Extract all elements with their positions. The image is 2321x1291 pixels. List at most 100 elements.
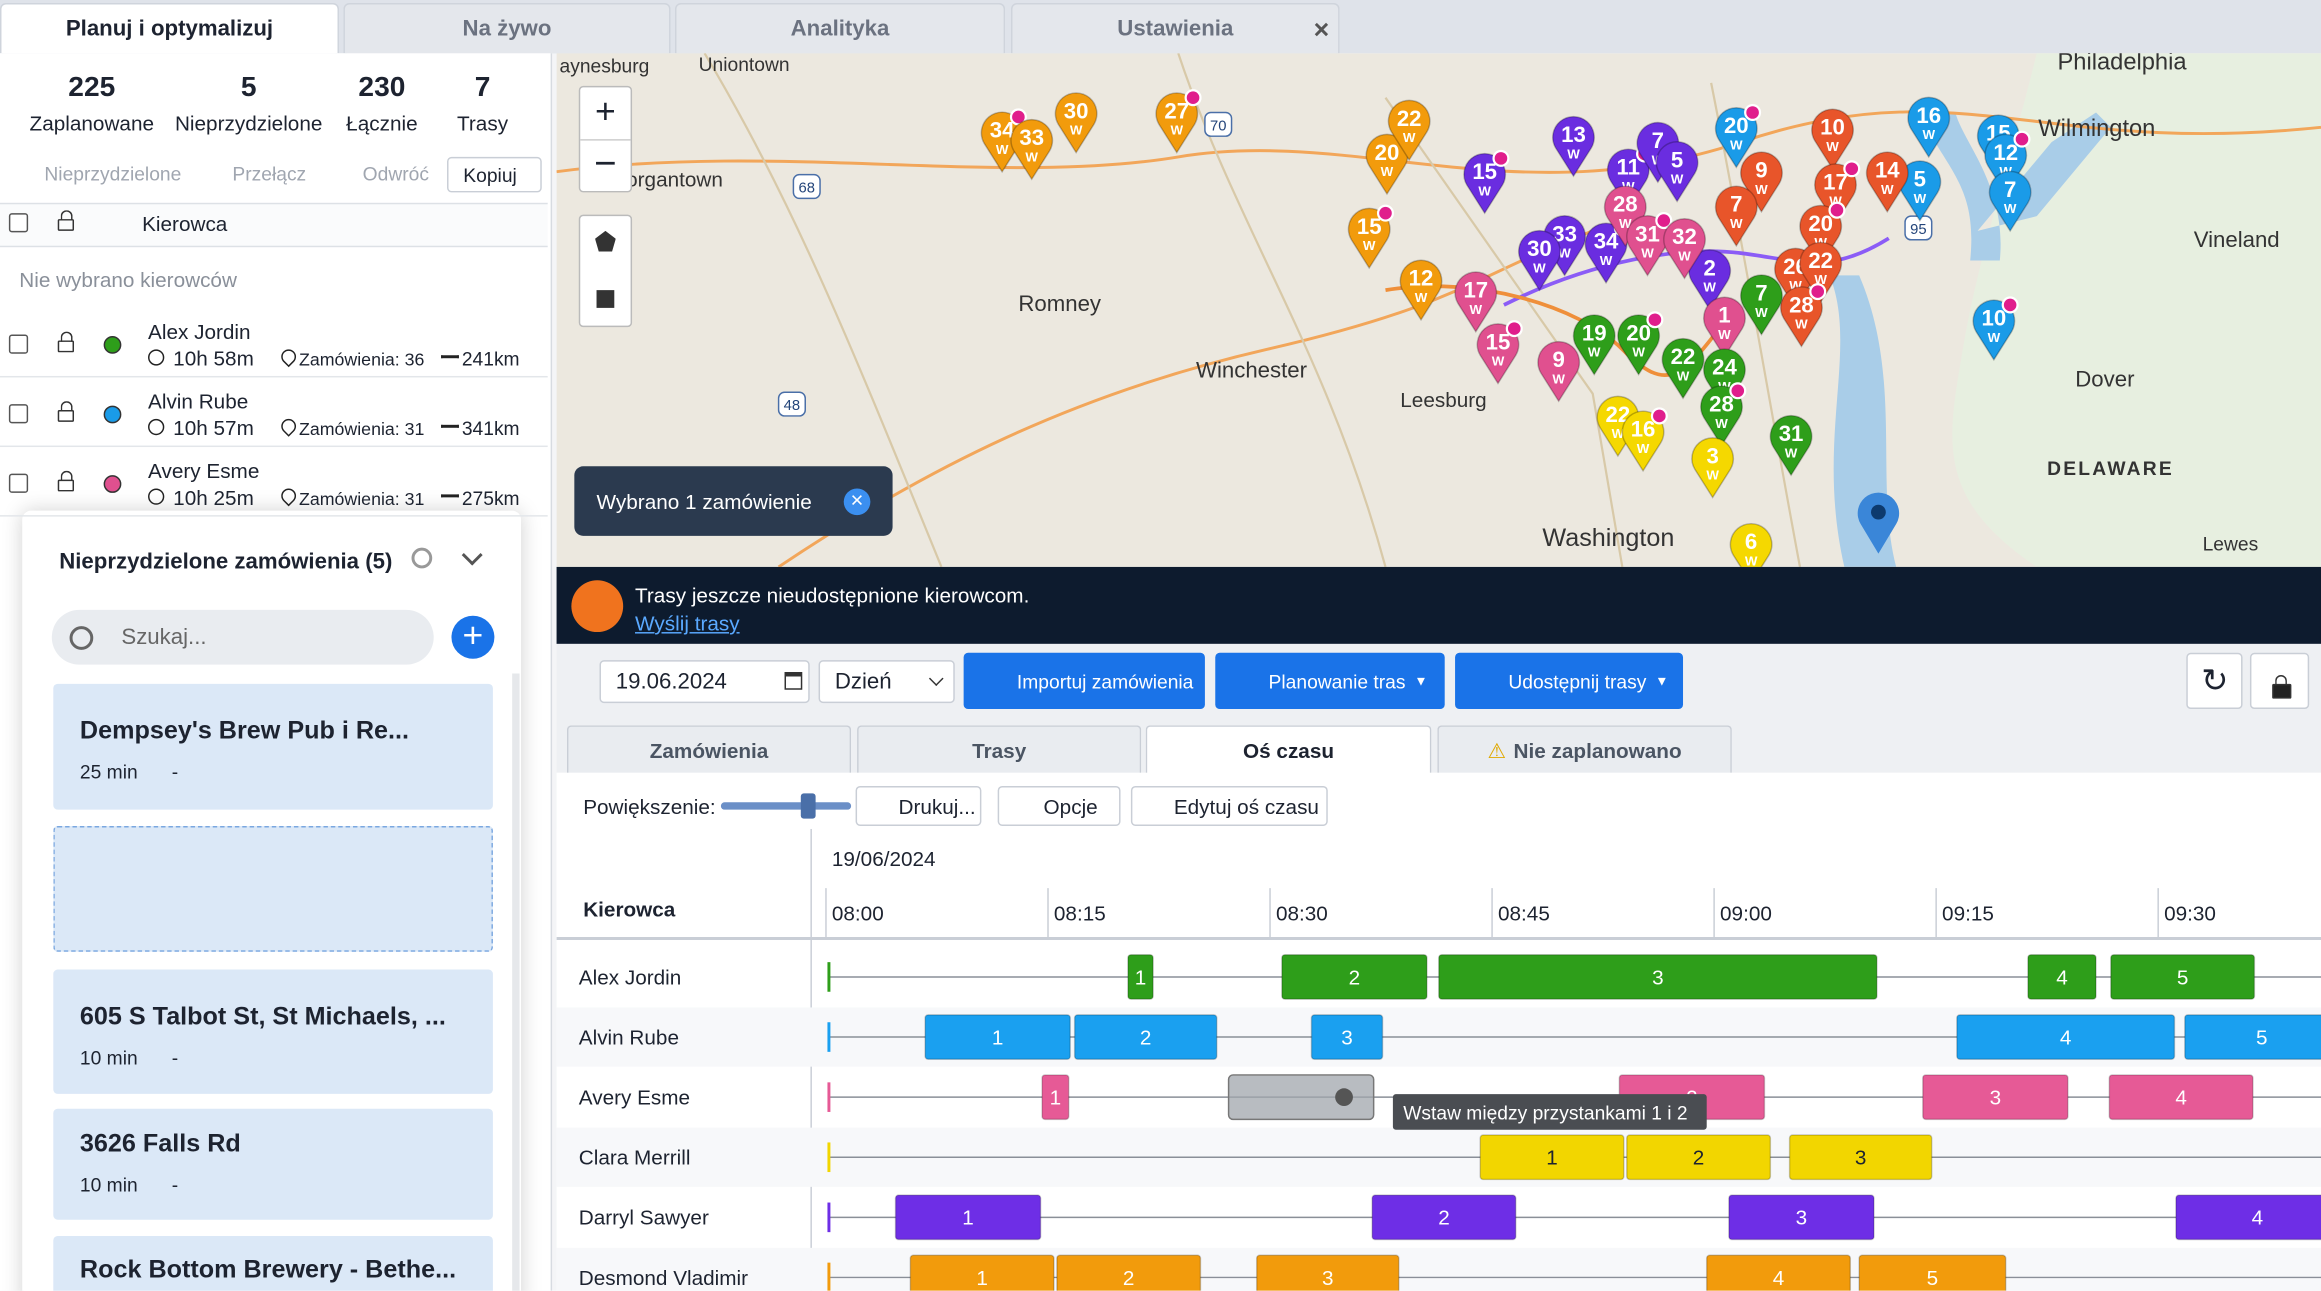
lock-button[interactable]	[2249, 652, 2310, 710]
stop-block[interactable]	[909, 1254, 1055, 1291]
map-marker[interactable]	[1603, 185, 1647, 248]
zoom-in[interactable]: +	[580, 87, 631, 141]
planning-button[interactable]: Planowanie tras ▼	[1215, 652, 1445, 710]
zoom-slider[interactable]	[720, 793, 852, 819]
map-marker[interactable]	[1972, 299, 2016, 362]
stop-block[interactable]	[1281, 954, 1428, 1000]
stop-block[interactable]	[1956, 1014, 2176, 1060]
checkbox[interactable]	[8, 213, 29, 233]
order-card[interactable]: 605 S Talbot St, St Michaels, ... 10 min -	[53, 969, 493, 1094]
map-marker[interactable]	[1621, 410, 1665, 473]
map-marker[interactable]	[1661, 337, 1705, 400]
map-marker[interactable]	[1617, 314, 1661, 376]
map-marker[interactable]	[1454, 271, 1498, 333]
stop-block[interactable]	[1788, 1134, 1933, 1181]
map-marker[interactable]	[1714, 185, 1758, 248]
stop-block[interactable]	[1127, 954, 1154, 1000]
order-card[interactable]: Rock Bottom Brewery - Bethe...	[53, 1235, 493, 1291]
polygon-tool[interactable]	[595, 230, 616, 252]
view-select[interactable]: Dzień	[818, 660, 955, 704]
edit-timeline-button[interactable]: Edytuj oś czasu	[1130, 786, 1328, 826]
slider-thumb[interactable]	[800, 793, 816, 819]
checkbox[interactable]	[8, 334, 29, 354]
stop-block[interactable]	[1922, 1074, 2069, 1121]
banner-link[interactable]: Wyślij trasy	[635, 611, 740, 636]
stop-block[interactable]	[1041, 1074, 1070, 1121]
toolbar-button[interactable]: Odwróć	[362, 162, 429, 186]
map-marker[interactable]	[1703, 348, 1746, 410]
stop-block[interactable]	[1073, 1014, 1218, 1060]
map-marker[interactable]	[1399, 259, 1443, 322]
map-marker[interactable]	[1155, 92, 1199, 154]
tab[interactable]: Ustawienia ×	[1010, 2, 1340, 54]
add-button[interactable]: +	[451, 615, 495, 659]
map-marker[interactable]	[1463, 152, 1507, 215]
rectangle-tool[interactable]	[596, 290, 615, 308]
map-marker[interactable]	[1740, 151, 1783, 214]
share-button[interactable]: Udostępnij trasy ▼	[1455, 652, 1684, 710]
map-marker[interactable]	[1517, 229, 1561, 292]
stop-block[interactable]	[924, 1014, 1071, 1060]
map-marker[interactable]	[1811, 108, 1854, 171]
map-marker[interactable]	[1584, 222, 1628, 285]
map-marker[interactable]	[1347, 207, 1391, 270]
stop-block[interactable]	[1056, 1254, 1202, 1291]
stop-block[interactable]	[1371, 1194, 1517, 1241]
toolbar-button[interactable]: Nieprzydzielone	[44, 162, 182, 186]
stop-block[interactable]	[1255, 1254, 1400, 1291]
map-marker[interactable]	[1054, 92, 1098, 154]
map-marker[interactable]	[1537, 340, 1581, 403]
map-marker[interactable]	[1799, 241, 1843, 304]
stop-block[interactable]	[2184, 1014, 2321, 1060]
map-marker[interactable]	[1663, 218, 1706, 280]
import-button[interactable]: Importuj zamówienia	[963, 652, 1205, 710]
checkbox[interactable]	[8, 473, 29, 493]
map-marker[interactable]	[1010, 118, 1054, 181]
map-marker[interactable]	[1703, 296, 1746, 359]
stop-block[interactable]	[1858, 1254, 2007, 1291]
subtab[interactable]: Oś czasu	[1145, 725, 1432, 775]
order-card[interactable]: 3626 Falls Rd 10 min -	[53, 1108, 493, 1220]
tab[interactable]: Analityka	[674, 2, 1006, 54]
stop-block[interactable]	[1310, 1014, 1384, 1060]
tab[interactable]: Na żywo	[343, 2, 671, 54]
print-button[interactable]: Drukuj...	[855, 786, 982, 826]
stop-block[interactable]	[2175, 1194, 2321, 1241]
settings-icon[interactable]	[411, 547, 433, 569]
search-box[interactable]: Szukaj...	[51, 609, 434, 665]
map-marker[interactable]	[1984, 133, 2028, 196]
map-marker[interactable]	[1655, 141, 1699, 203]
stop-block[interactable]	[1438, 954, 1878, 1000]
order-card[interactable]: Dempsey's Brew Pub i Re... 25 min -	[53, 683, 493, 810]
map-marker[interactable]	[1729, 522, 1773, 567]
subtab[interactable]: Trasy	[857, 725, 1142, 775]
checkbox[interactable]	[8, 404, 29, 424]
map-marker[interactable]	[1769, 414, 1813, 477]
close-icon[interactable]: ×	[1313, 14, 1330, 45]
map-marker[interactable]	[1476, 323, 1520, 385]
map-marker[interactable]	[1799, 204, 1843, 267]
map-marker[interactable]	[1688, 249, 1732, 311]
subtab[interactable]: Zamówienia	[566, 725, 852, 775]
map-marker[interactable]	[1779, 286, 1823, 348]
stop-block[interactable]	[2027, 954, 2097, 1000]
map-marker[interactable]	[1714, 107, 1758, 169]
map-marker[interactable]	[1740, 274, 1783, 336]
stop-block[interactable]	[1705, 1254, 1852, 1291]
map-marker[interactable]	[1691, 437, 1735, 499]
map-marker[interactable]	[1814, 163, 1857, 225]
stop-block[interactable]	[894, 1194, 1042, 1241]
map-marker[interactable]	[1865, 151, 1909, 214]
map-marker[interactable]	[1988, 170, 2032, 233]
zoom-out[interactable]: −	[594, 140, 617, 186]
map-marker[interactable]	[1606, 148, 1650, 211]
stop-block[interactable]	[1626, 1134, 1772, 1181]
map-marker[interactable]	[1572, 314, 1616, 376]
options-button[interactable]: Opcje	[997, 786, 1121, 826]
map-marker[interactable]	[1907, 96, 1951, 159]
stop-block[interactable]	[2110, 954, 2256, 1000]
stop-block[interactable]	[2108, 1074, 2254, 1121]
map-marker[interactable]	[1387, 99, 1431, 162]
clear-selection[interactable]: ×	[843, 488, 871, 516]
stop-block[interactable]	[1728, 1194, 1875, 1241]
